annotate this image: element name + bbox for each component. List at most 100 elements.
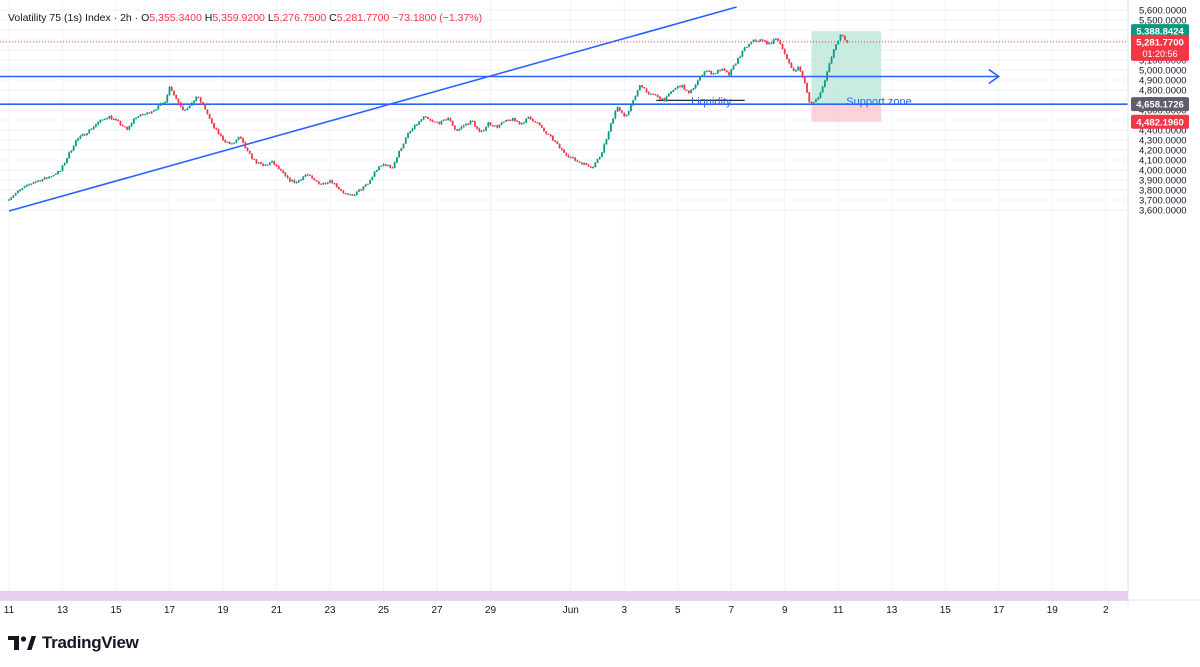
candle-body	[12, 195, 15, 198]
candle-body	[696, 80, 699, 85]
candle-body	[652, 93, 655, 95]
candle-body	[589, 166, 592, 168]
candle-body	[641, 85, 643, 88]
candle-body	[235, 139, 238, 143]
candle-body	[41, 179, 44, 182]
candle-body	[286, 175, 289, 178]
open-value: 5,355.3400	[149, 12, 202, 24]
candle-body	[181, 106, 184, 111]
candle-body	[465, 123, 467, 126]
price-tick-label: 4,100.0000	[1139, 156, 1187, 167]
candle-body	[569, 157, 572, 159]
candle-body	[246, 148, 249, 151]
high-label: H	[204, 12, 213, 24]
candle-body	[121, 124, 124, 127]
time-tick-label: 19	[217, 605, 229, 616]
candle-body	[50, 176, 53, 178]
candle-body	[799, 66, 802, 72]
candle-body	[128, 125, 131, 130]
candle-body	[262, 163, 265, 166]
candle-body	[549, 134, 552, 137]
candle-body	[219, 134, 222, 136]
candle-body	[832, 49, 835, 58]
candle-body	[300, 179, 302, 181]
candle-body	[202, 102, 204, 105]
candle-body	[257, 162, 260, 164]
time-tick-label: 9	[782, 605, 788, 616]
candle-body	[783, 49, 786, 55]
candle-body	[603, 144, 606, 153]
candle-body	[54, 174, 57, 176]
candle-body	[30, 183, 33, 185]
countdown-label: 01:20:56	[1142, 49, 1177, 59]
candle-body	[213, 122, 215, 128]
candle-body	[23, 186, 26, 189]
price-tick-label: 3,600.0000	[1139, 206, 1187, 217]
candle-body	[155, 109, 158, 111]
candle-body	[616, 107, 619, 112]
candle-body	[68, 152, 71, 159]
candle-body	[779, 40, 782, 45]
candle-body	[382, 164, 385, 166]
candle-body	[815, 99, 817, 102]
candle-body	[329, 180, 331, 183]
candle-body	[576, 160, 579, 162]
candle-body	[170, 87, 173, 91]
candle-body	[231, 143, 233, 145]
candle-body	[723, 68, 726, 71]
candle-body	[681, 85, 684, 87]
candle-body	[536, 122, 539, 124]
candle-body	[634, 96, 637, 101]
time-tick-label: 17	[164, 605, 176, 616]
candle-body	[705, 70, 708, 72]
candle-body	[496, 125, 499, 128]
candle-body	[674, 88, 677, 90]
candle-body	[166, 95, 169, 102]
candle-body	[672, 89, 675, 92]
candle-body	[757, 41, 759, 43]
tradingview-logo[interactable]: TradingView	[8, 633, 139, 653]
candle-body	[88, 129, 91, 134]
high-value: 5,359.9200	[212, 12, 265, 24]
candle-body	[710, 71, 713, 75]
price-tick-label: 3,800.0000	[1139, 186, 1187, 197]
candle-body	[411, 128, 414, 132]
candle-body	[574, 157, 577, 161]
candle-body	[351, 194, 354, 196]
candle-body	[663, 98, 666, 102]
candle-body	[817, 97, 820, 100]
candle-body	[284, 172, 287, 176]
candle-body	[168, 87, 171, 96]
time-tick-label: 23	[324, 605, 336, 616]
time-tick-label: 27	[431, 605, 443, 616]
candle-body	[309, 174, 311, 176]
time-tick-label: 13	[886, 605, 898, 616]
candle-body	[28, 184, 30, 186]
candle-body	[59, 170, 62, 172]
candle-body	[431, 120, 434, 122]
price-badge-label: 4,658.1726	[1136, 100, 1184, 111]
candle-body	[222, 135, 224, 141]
time-tick-label: 21	[271, 605, 283, 616]
time-tick-label: 2	[1103, 605, 1109, 616]
candle-body	[233, 142, 236, 144]
candle-body	[115, 118, 117, 120]
candle-body	[139, 114, 142, 117]
candle-body	[306, 174, 309, 176]
candle-body	[271, 161, 273, 163]
candle-body	[529, 117, 532, 120]
candle-body	[291, 180, 294, 182]
price-tick-label: 5,000.0000	[1139, 66, 1187, 77]
price-tick-label: 5,100.0000	[1139, 56, 1187, 67]
price-badge-label: 4,482.1960	[1136, 117, 1184, 128]
time-tick-label: 15	[110, 605, 122, 616]
time-tick-label: 17	[993, 605, 1005, 616]
candle-body	[152, 110, 155, 112]
candle-body	[288, 177, 291, 182]
candle-body	[101, 119, 104, 121]
price-tick-label: 4,400.0000	[1139, 126, 1187, 137]
candle-body	[358, 189, 360, 192]
candle-body	[453, 125, 456, 130]
candle-body	[21, 188, 24, 190]
